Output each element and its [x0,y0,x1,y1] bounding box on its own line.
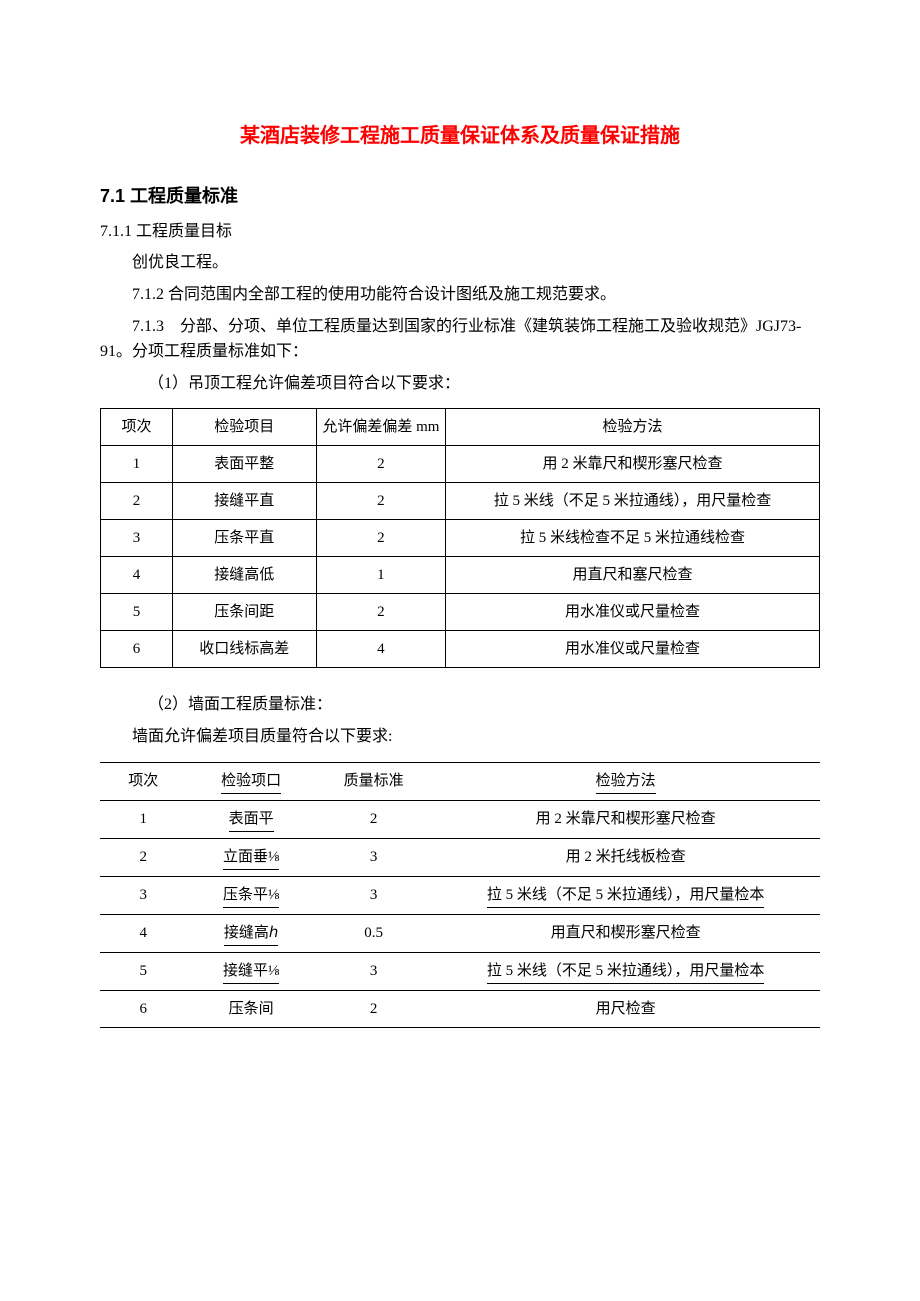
table-row: 1 表面平 2 用 2 米靠尺和楔形塞尺检查 [100,800,820,838]
cell-item: 压条平⅛ [186,876,316,914]
cell-tol: 2 [316,483,445,520]
header-std: 质量标准 [316,762,431,800]
table-row: 5 接缝平⅛ 3 拉 5 米线（不足 5 米拉通线），用尺量检本 [100,952,820,990]
document-title: 某酒店装修工程施工质量保证体系及质量保证措施 [100,120,820,152]
cell-item: 压条间 [186,990,316,1027]
cell-item: 表面平整 [172,446,316,483]
section-7-1-heading: 7.1 工程质量标准 [100,182,820,211]
cell-tol: 1 [316,557,445,594]
header-num: 项次 [100,762,186,800]
table-row: 项次 检验项口 质量标准 检验方法 [100,762,820,800]
table-wall-tolerance: 项次 检验项口 质量标准 检验方法 1 表面平 2 用 2 米靠尺和楔形塞尺检查… [100,762,820,1028]
cell-item: 接缝平直 [172,483,316,520]
cell-method: 用 2 米靠尺和楔形塞尺检查 [446,446,820,483]
cell-num: 5 [100,952,186,990]
cell-item: 立面垂⅛ [186,838,316,876]
cell-std: 0.5 [316,914,431,952]
cell-method: 用 2 米靠尺和楔形塞尺检查 [431,800,820,838]
cell-method: 拉 5 米线（不足 5 米拉通线），用尺量检本 [431,952,820,990]
cell-item: 收口线标高差 [172,631,316,668]
cell-num: 4 [100,914,186,952]
table-row: 4 接缝高ℎ 0.5 用直尺和楔形塞尺检查 [100,914,820,952]
table-row: 5 压条间距 2 用水准仪或尺量检查 [101,594,820,631]
cell-method: 用直尺和楔形塞尺检查 [431,914,820,952]
table-row: 3 压条平直 2 拉 5 米线检查不足 5 米拉通线检查 [101,520,820,557]
cell-num: 2 [100,838,186,876]
cell-item: 接缝平⅛ [186,952,316,990]
cell-num: 3 [100,876,186,914]
cell-method: 用直尺和塞尺检查 [446,557,820,594]
cell-method: 用水准仪或尺量检查 [446,631,820,668]
cell-std: 3 [316,838,431,876]
cell-tol: 4 [316,631,445,668]
header-item: 检验项口 [186,762,316,800]
cell-method: 拉 5 米线（不足 5 米拉通线），用尺量检本 [431,876,820,914]
table-row: 2 立面垂⅛ 3 用 2 米托线板检查 [100,838,820,876]
cell-num: 1 [101,446,173,483]
header-method: 检验方法 [431,762,820,800]
cell-num: 4 [101,557,173,594]
cell-num: 3 [101,520,173,557]
wall-text: 墙面允许偏差项目质量符合以下要求: [100,724,820,750]
cell-tol: 2 [316,594,445,631]
cell-num: 2 [101,483,173,520]
cell-num: 5 [101,594,173,631]
cell-item: 压条平直 [172,520,316,557]
cell-item: 接缝高低 [172,557,316,594]
cell-std: 3 [316,876,431,914]
paragraph-7-1-2: 7.1.2 合同范围内全部工程的使用功能符合设计图纸及施工规范要求。 [100,282,820,308]
cell-item: 压条间距 [172,594,316,631]
cell-std: 3 [316,952,431,990]
subsection-7-1-1: 7.1.1 工程质量目标 [100,219,820,245]
table-row: 3 压条平⅛ 3 拉 5 米线（不足 5 米拉通线），用尺量检本 [100,876,820,914]
table-ceiling-tolerance: 项次 检验项目 允许偏差偏差 mm 检验方法 1 表面平整 2 用 2 米靠尺和… [100,408,820,668]
cell-num: 6 [101,631,173,668]
cell-method: 用 2 米托线板检查 [431,838,820,876]
cell-method: 拉 5 米线检查不足 5 米拉通线检查 [446,520,820,557]
header-item: 检验项目 [172,409,316,446]
header-num: 项次 [101,409,173,446]
cell-num: 1 [100,800,186,838]
header-method: 检验方法 [446,409,820,446]
cell-std: 2 [316,990,431,1027]
table-row: 1 表面平整 2 用 2 米靠尺和楔形塞尺检查 [101,446,820,483]
paragraph-7-1-3: 7.1.3 分部、分项、单位工程质量达到国家的行业标准《建筑装饰工程施工及验收规… [100,314,820,365]
table-row: 6 收口线标高差 4 用水准仪或尺量检查 [101,631,820,668]
cell-tol: 2 [316,446,445,483]
cell-std: 2 [316,800,431,838]
header-tolerance: 允许偏差偏差 mm [316,409,445,446]
table-row: 4 接缝高低 1 用直尺和塞尺检查 [101,557,820,594]
cell-num: 6 [100,990,186,1027]
table-row: 项次 检验项目 允许偏差偏差 mm 检验方法 [101,409,820,446]
cell-item: 表面平 [186,800,316,838]
cell-method: 拉 5 米线（不足 5 米拉通线），用尺量检查 [446,483,820,520]
cell-tol: 2 [316,520,445,557]
goal-text: 创优良工程。 [100,250,820,276]
table-row: 6 压条间 2 用尺检查 [100,990,820,1027]
item-2-heading: （2）墙面工程质量标准： [100,692,820,718]
cell-method: 用水准仪或尺量检查 [446,594,820,631]
cell-item: 接缝高ℎ [186,914,316,952]
cell-method: 用尺检查 [431,990,820,1027]
item-1-heading: （1）吊顶工程允许偏差项目符合以下要求： [100,371,820,397]
table-row: 2 接缝平直 2 拉 5 米线（不足 5 米拉通线），用尺量检查 [101,483,820,520]
